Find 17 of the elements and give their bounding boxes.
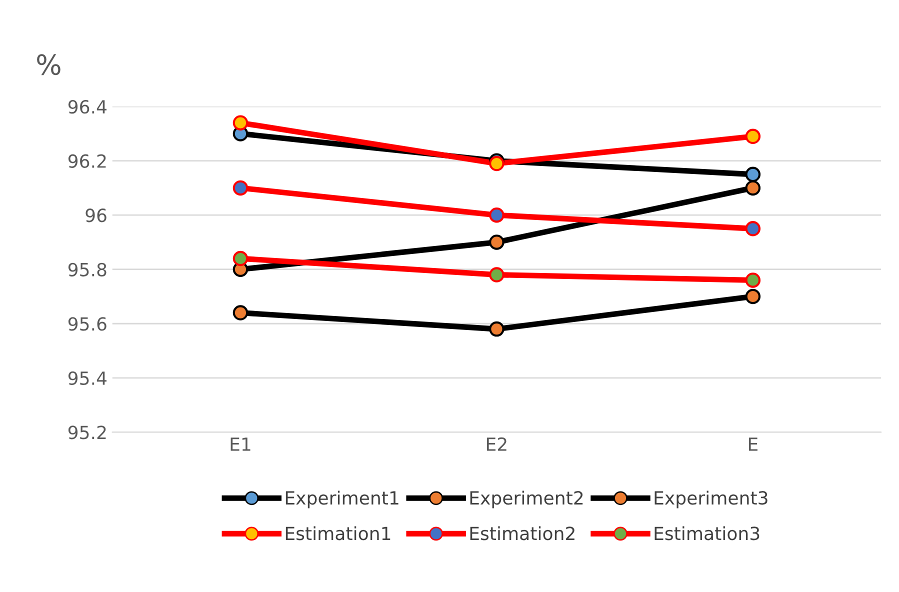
x-tick-label: E1 [230, 438, 250, 451]
y-tick-label: 95.6 [68, 317, 106, 331]
y-axis-title: % [37, 54, 60, 76]
legend-label: Estimation2 [470, 526, 574, 540]
legend-label: Experiment1 [286, 490, 398, 508]
legend-label: Experiment2 [470, 490, 583, 508]
x-tick-label: E [748, 438, 758, 451]
y-tick-label: 96.4 [68, 100, 106, 114]
y-tick-label: 96.2 [68, 154, 106, 168]
y-tick-label: 95.4 [68, 371, 106, 386]
legend-label: Estimation1 [286, 526, 390, 540]
y-tick-label: 95.8 [68, 262, 106, 276]
legend-label: Estimation3 [654, 526, 760, 540]
y-tick-label: 96 [86, 208, 106, 222]
y-tick-label: 95.2 [68, 426, 106, 440]
x-tick-label: E2 [487, 437, 506, 451]
legend-label: Experiment3 [654, 490, 768, 508]
